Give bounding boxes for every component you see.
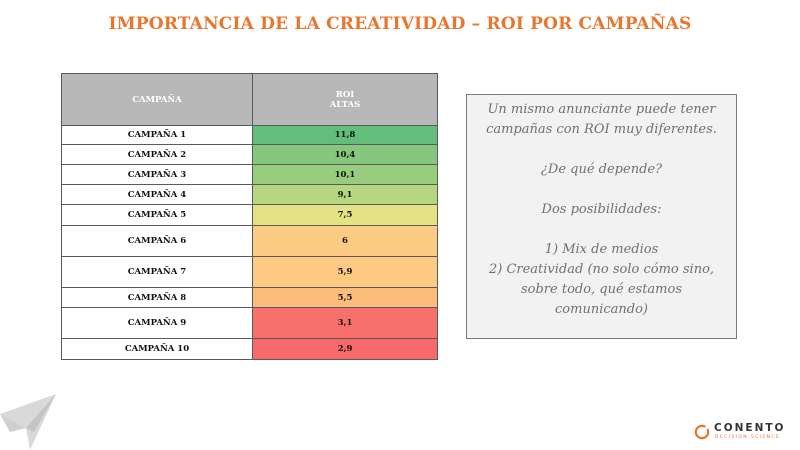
- table-header-row: CAMPAÑA ROI ALTAS: [61, 73, 438, 126]
- campaign-cell: CAMPAÑA 6: [61, 225, 253, 257]
- roi-cell: 10,1: [252, 164, 438, 185]
- campaign-cell: CAMPAÑA 3: [61, 164, 253, 185]
- brand-name: CONENTO: [714, 422, 786, 434]
- campaign-cell: CAMPAÑA 5: [61, 204, 253, 226]
- roi-cell: 3,1: [252, 307, 438, 339]
- paper-plane-logo-icon: [0, 394, 56, 450]
- table-body: CAMPAÑA 1 11,8 CAMPAÑA 2 10,4 CAMPAÑA 3 10,1 C…: [61, 125, 438, 360]
- roi-cell: 9,1: [252, 184, 438, 205]
- header-roi: ROI ALTAS: [252, 73, 438, 126]
- header-roi-line2: ALTAS: [329, 99, 361, 110]
- header-roi-line1: ROI: [335, 89, 355, 100]
- note-option-1: 1) Mix de medios: [544, 242, 659, 257]
- conento-mark-icon: [694, 424, 710, 440]
- header-campaign: CAMPAÑA: [61, 73, 253, 126]
- campaign-cell: CAMPAÑA 2: [61, 144, 253, 165]
- brand-logo: CONENTO DECISION SCIENCE: [694, 422, 794, 444]
- campaign-cell: CAMPAÑA 4: [61, 184, 253, 205]
- note-option-2: 2) Creatividad (no solo cómo sino, sobre…: [488, 262, 715, 317]
- note-intro: Un mismo anunciante puede tener campañas…: [486, 102, 717, 137]
- roi-cell: 10,4: [252, 144, 438, 165]
- roi-cell: 5,9: [252, 256, 438, 288]
- campaign-cell: CAMPAÑA 10: [61, 338, 253, 360]
- brand-tagline: DECISION SCIENCE: [715, 435, 781, 440]
- table-row: CAMPAÑA 10 2,9: [61, 338, 438, 360]
- roi-table: CAMPAÑA ROI ALTAS CAMPAÑA 1 11,8 CAMPAÑA 2…: [61, 73, 438, 360]
- note-possibilities: Dos posibilidades:: [541, 202, 662, 217]
- table-row: CAMPAÑA 3 10,1: [61, 164, 438, 185]
- table-row: CAMPAÑA 5 7,5: [61, 204, 438, 226]
- table-row: CAMPAÑA 4 9,1: [61, 184, 438, 205]
- roi-cell: 7,5: [252, 204, 438, 226]
- note-question: ¿De qué depende?: [540, 162, 663, 177]
- campaign-cell: CAMPAÑA 7: [61, 256, 253, 288]
- slide-title: IMPORTANCIA DE LA CREATIVIDAD – ROI POR …: [108, 14, 692, 34]
- table-row: CAMPAÑA 8 5,5: [61, 287, 438, 308]
- table-row: CAMPAÑA 7 5,9: [61, 256, 438, 288]
- roi-cell: 2,9: [252, 338, 438, 360]
- note-box: Un mismo anunciante puede tener campañas…: [466, 94, 737, 339]
- roi-cell: 6: [252, 225, 438, 257]
- roi-cell: 5,5: [252, 287, 438, 308]
- campaign-cell: CAMPAÑA 9: [61, 307, 253, 339]
- campaign-cell: CAMPAÑA 1: [61, 125, 253, 145]
- campaign-cell: CAMPAÑA 8: [61, 287, 253, 308]
- table-row: CAMPAÑA 9 3,1: [61, 307, 438, 339]
- table-row: CAMPAÑA 2 10,4: [61, 144, 438, 165]
- roi-cell: 11,8: [252, 125, 438, 145]
- table-row: CAMPAÑA 1 11,8: [61, 125, 438, 145]
